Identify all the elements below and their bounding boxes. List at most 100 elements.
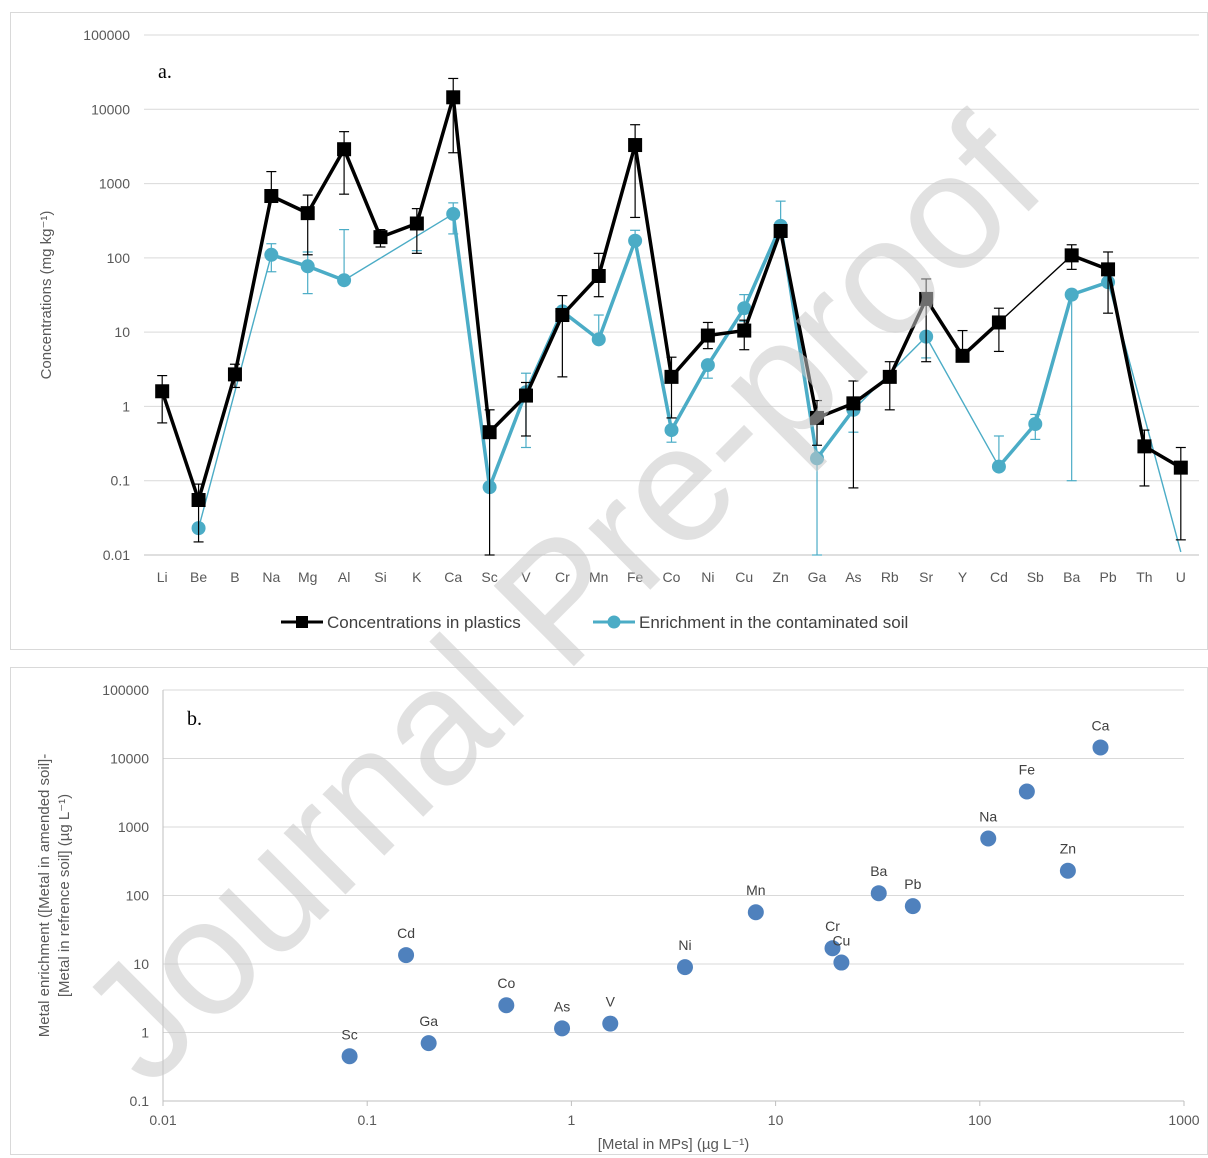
gridlines-b [162,689,1185,1106]
x-tick-label: Ni [701,569,714,585]
series-line [924,297,965,358]
y-tick-label: 1000 [99,176,130,192]
legend-item-plastics: Concentrations in plastics [281,613,521,632]
scatter-point [1018,783,1035,800]
scatter-point [602,1015,619,1032]
x-tick-label: 0.1 [357,1112,377,1128]
x-tick-label: K [412,569,422,585]
chart-panel-b: 0.1 1 10 100 1000 10000 100000 0.01 0.1 1 10 100 10… [10,667,1208,1155]
legend-a: Concentrations in plastics Enrichment in… [281,613,908,632]
series-line [415,95,455,226]
panel-label-b: b. [187,708,202,730]
series-line [997,422,1038,469]
y-tick-label: 0.01 [103,547,130,563]
series-line [305,147,346,215]
data-point-square [628,138,643,153]
x-tick-label: U [1176,569,1186,585]
series-line [706,306,747,367]
point-label: Mn [746,882,765,898]
x-tick-label: 1 [568,1112,576,1128]
data-point-circle [628,233,643,248]
data-point-circle [264,247,279,262]
data-point-square [300,206,315,221]
gridlines-a [144,34,1199,556]
series-line [233,194,274,377]
y-tick-label: 1000 [118,819,149,835]
panel-label-a: a. [158,61,172,83]
x-axis-title-b: [Metal in MPs] (µg L⁻¹) [598,1136,750,1153]
scatter-point [341,1048,358,1065]
data-point-circle [1028,417,1043,432]
point-label: Ga [419,1013,438,1029]
y-axis-title-line1-b: Metal enrichment ([Metal in amended soil… [36,754,53,1037]
y-tick-label: 100 [107,250,131,266]
point-label: Cd [397,925,415,941]
x-tick-label: Rb [881,569,899,585]
y-tick-label: 100000 [83,27,130,43]
series-line [342,147,383,239]
series-line [742,224,783,310]
x-tick-label: Al [338,569,350,585]
series-line [669,363,710,432]
x-tick-label: Sr [919,569,933,585]
scatter-point [747,904,764,921]
data-point-square [773,223,788,238]
data-point-square [1173,460,1188,475]
legend-item-enrichment: Enrichment in the contaminated soil [593,613,908,632]
x-tick-label: Co [663,569,681,585]
y-tick-label: 100 [126,888,150,904]
data-point-square [1064,248,1079,263]
x-tick-label: 100 [968,1112,992,1128]
series-line [815,408,856,461]
data-point-square [446,90,461,105]
data-point-square [846,396,861,411]
scatter-point [870,885,887,902]
y-tick-label: 1 [141,1025,149,1041]
scatter-point [904,898,921,915]
data-point-square [1101,262,1116,277]
x-tick-label: Pb [1099,569,1116,585]
x-tick-label: Sb [1027,569,1044,585]
data-point-circle [737,301,752,316]
scatter-point [833,954,850,971]
legend-label-plastics: Concentrations in plastics [327,613,521,632]
x-tick-label: Cu [735,569,753,585]
data-point-circle [337,273,352,288]
series-line [524,313,565,398]
data-point-square [1137,439,1152,454]
series-line [451,95,492,434]
data-point-square [955,348,970,363]
data-point-square [482,425,497,440]
x-tick-label: Cr [555,569,570,585]
series-group-a [155,77,1188,556]
point-label: Na [979,808,997,824]
series-line [197,254,273,529]
y-tick-labels-b: 0.1 1 10 100 1000 10000 100000 [102,682,149,1109]
data-point-square [191,493,206,508]
point-label: Cr [825,918,840,934]
x-tick-label: 0.01 [149,1112,176,1128]
chart-panel-a: 0.01 0.1 1 10 100 1000 10000 100000 Li Be B Na Mg Al… [10,12,1208,650]
x-tick-label: V [521,569,531,585]
point-label: Ni [678,937,691,953]
data-point-square [991,315,1006,330]
data-point-square [700,328,715,343]
data-point-square [155,384,170,399]
series-line [633,143,674,379]
y-tick-label: 0.1 [130,1093,150,1109]
x-tick-labels-a: Li Be B Na Mg Al Si K Ca Sc V Cr Mn Fe Co Ni Cu Zn Ga As Rb S… [157,569,1186,585]
y-tick-label: 10000 [91,101,130,117]
series-plastics [155,77,1188,556]
series-line [196,372,237,502]
data-point-square [919,291,934,306]
x-tick-label: Be [190,569,207,585]
data-point-square [409,216,424,231]
x-tick-label: Ga [808,569,827,585]
x-tick-label: Zn [772,569,788,585]
scatter-point [1059,862,1076,879]
series-line [487,390,528,489]
series-enrichment [191,200,1182,556]
series-line [998,254,1073,324]
point-label: Pb [904,876,921,892]
x-tick-label: Si [374,569,386,585]
